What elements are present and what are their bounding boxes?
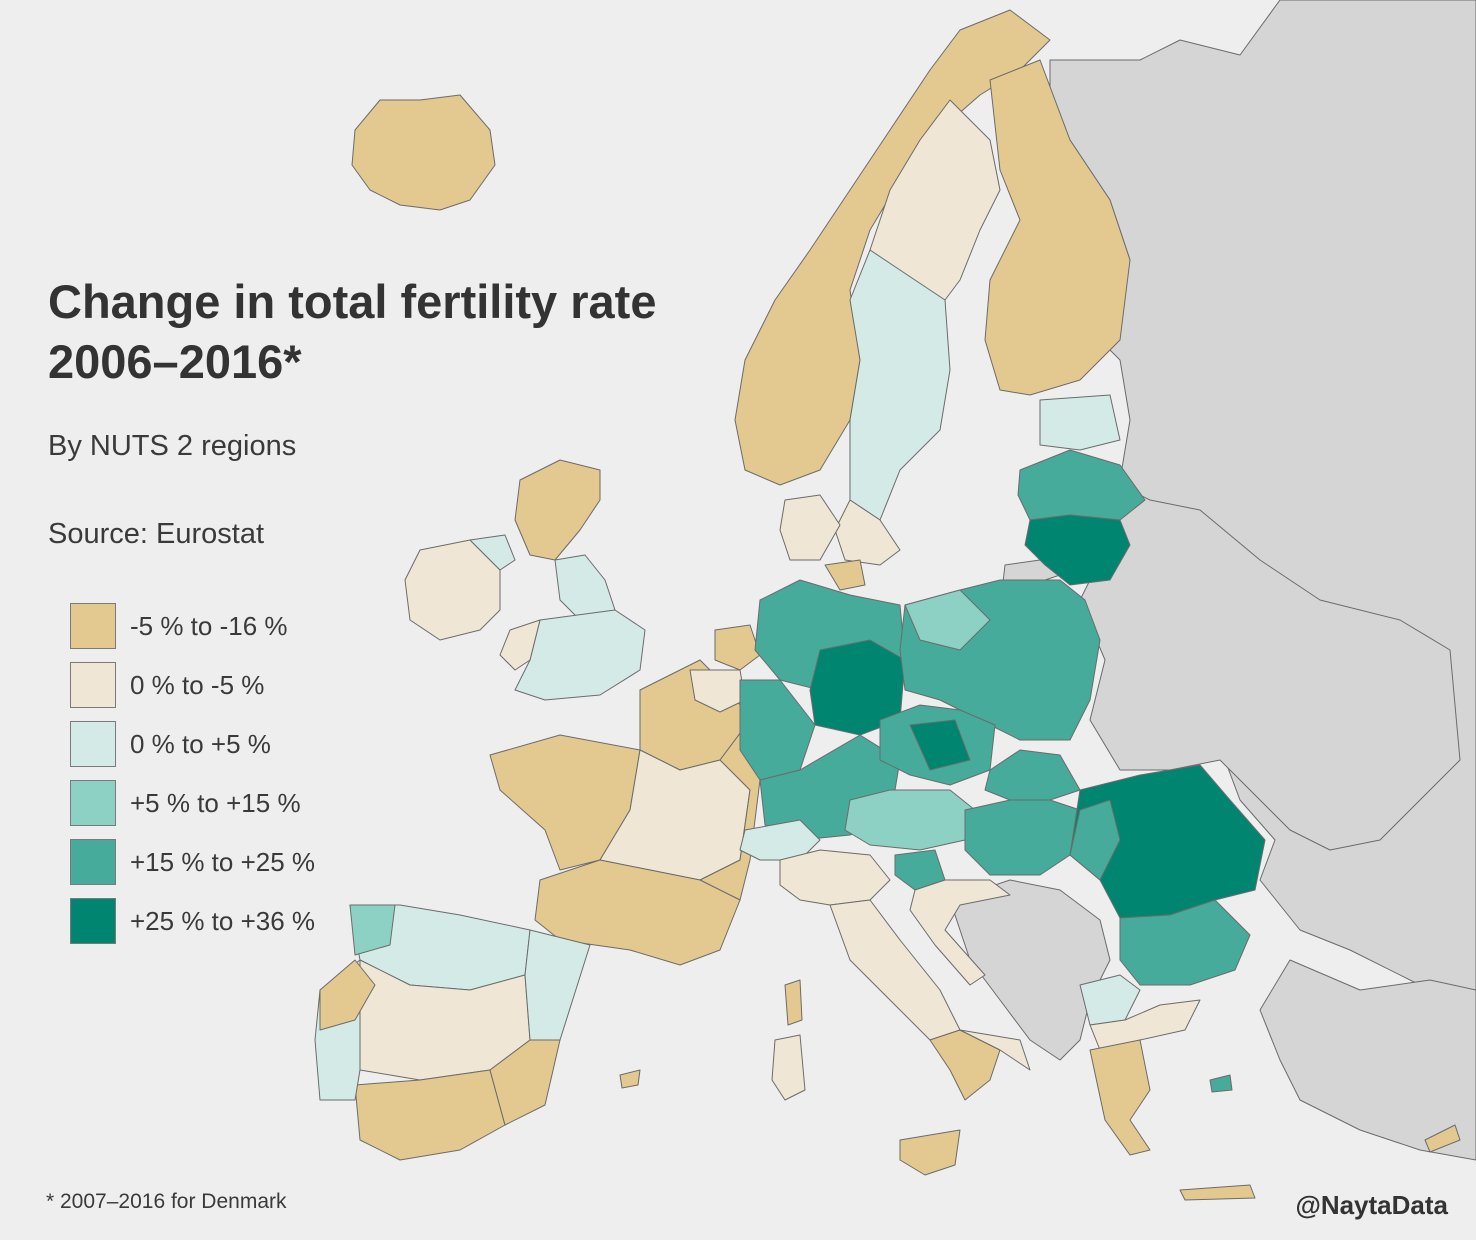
region-galicia (349, 904, 396, 956)
region-italy-north (779, 849, 891, 906)
legend-label-1: -5 % to -16 % (130, 611, 288, 641)
legend-swatch-3 (70, 721, 116, 767)
region-greece-south (1089, 1039, 1151, 1156)
region-estonia (1039, 394, 1121, 451)
source-note: Source: Eurostat (48, 518, 264, 550)
region-turkey (1259, 959, 1476, 1161)
legend-label-6: +25 % to +36 % (130, 906, 316, 936)
region-netherlands (714, 624, 761, 671)
legend-swatch-2 (70, 662, 116, 708)
region-lithuania (1024, 514, 1131, 586)
region-denmark (779, 494, 841, 561)
region-france-south (534, 859, 741, 966)
region-germany-west (739, 679, 816, 781)
region-sicily (899, 1129, 961, 1176)
footnote: * 2007–2016 for Denmark (46, 1190, 287, 1213)
subtitle: By NUTS 2 regions (48, 430, 297, 462)
region-aegean-islands (1209, 1074, 1233, 1093)
region-wales (499, 619, 541, 671)
legend-swatch-1 (70, 603, 116, 649)
legend-label-2: 0 % to -5 % (130, 670, 265, 700)
region-belarus-ukraine (1079, 469, 1461, 851)
region-poland-west (904, 589, 991, 651)
region-finland (984, 59, 1131, 396)
legend-swatch-6 (70, 898, 116, 944)
region-croatia (909, 879, 1011, 986)
region-england-south (514, 609, 646, 701)
legend-label-5: +15 % to +25 % (130, 847, 316, 877)
region-portugal-north (319, 959, 376, 1031)
region-bulgaria (1119, 899, 1251, 986)
region-spain-south (354, 1069, 506, 1161)
author-credit: @NaytaData (1295, 1190, 1448, 1220)
legend-swatch-4 (70, 780, 116, 826)
page-title: Change in total fertility rate 2006–2016… (48, 272, 656, 392)
region-belgium (689, 669, 746, 713)
region-italy-south-east (959, 1029, 1031, 1071)
region-spain-east (524, 929, 591, 1041)
region-czechia-center (909, 719, 971, 771)
region-spain-southeast (489, 1039, 561, 1126)
region-slovakia (984, 749, 1081, 801)
region-northern-ireland (469, 534, 516, 571)
region-balearic (619, 1069, 641, 1089)
region-corsica (784, 979, 803, 1026)
region-cyprus (1424, 1124, 1461, 1153)
region-romania-west (1069, 799, 1121, 881)
region-crete (1179, 1184, 1256, 1201)
region-north-macedonia (1079, 974, 1141, 1026)
legend-label-3: 0 % to +5 % (130, 729, 271, 759)
region-western-balkans (949, 879, 1111, 1061)
region-hungary (964, 799, 1081, 876)
region-denmark-east (824, 559, 866, 591)
title-line-2: 2006–2016* (48, 335, 302, 388)
legend-label-4: +5 % to +15 % (130, 788, 301, 818)
region-sardinia (771, 1034, 806, 1101)
legend-swatch-5 (70, 839, 116, 885)
region-scotland (514, 459, 601, 561)
region-england-north (554, 554, 616, 621)
title-line-1: Change in total fertility rate (48, 275, 657, 328)
region-iceland (351, 94, 496, 211)
region-austria (844, 789, 976, 851)
